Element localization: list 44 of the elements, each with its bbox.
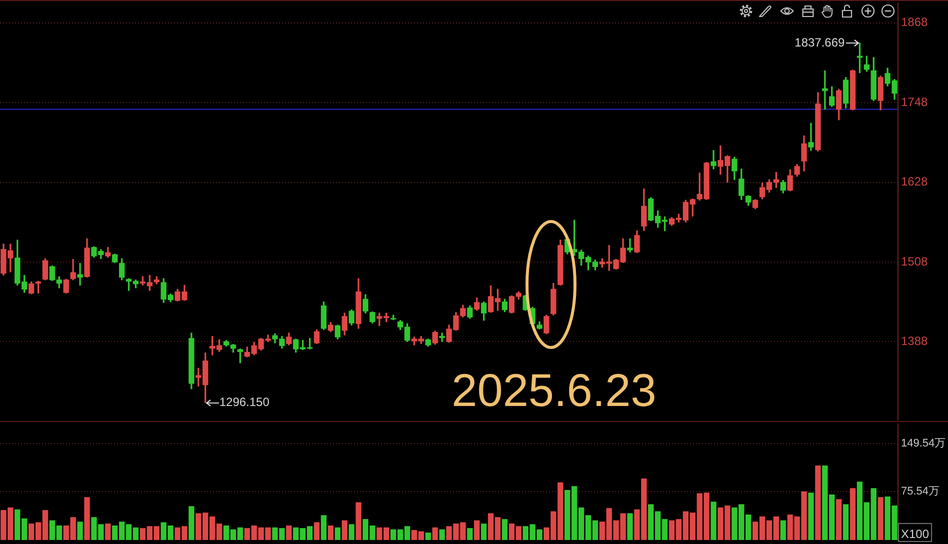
bar [502, 519, 508, 540]
annotation: 2025.6.23 [452, 364, 656, 416]
bar [348, 524, 354, 540]
y-tick-label: 1628 [901, 174, 928, 189]
bar [850, 488, 856, 540]
candlestick [808, 122, 814, 151]
bar [425, 532, 431, 540]
bar [105, 524, 111, 540]
bar [710, 502, 716, 540]
y-tick-label: 149.54万 [901, 438, 946, 450]
y-tick-label: 1388 [901, 334, 928, 348]
y-tick-label: 75.54万 [901, 485, 940, 498]
bar [77, 522, 83, 540]
bar [808, 492, 814, 540]
bar [432, 527, 438, 540]
bar [480, 524, 487, 540]
candlestick [439, 332, 445, 342]
bar [328, 525, 334, 540]
annotation: 1837.669 [794, 35, 846, 50]
bar [627, 513, 633, 540]
bar [780, 520, 786, 540]
bar [286, 525, 292, 540]
y-tick-label: 1748 [901, 94, 928, 109]
annotation: 1296.150 [219, 394, 270, 409]
bar [356, 502, 362, 540]
y-tick-label: 1868 [901, 15, 928, 30]
y-tick-label: 1508 [901, 254, 928, 268]
bar [188, 506, 194, 540]
bar [878, 497, 884, 540]
candlestick [627, 238, 633, 252]
text: X100 [901, 527, 930, 541]
bar [836, 499, 842, 540]
bar [842, 504, 849, 540]
bar [815, 466, 821, 540]
bar [320, 515, 327, 540]
candlestick [710, 150, 716, 170]
bar [467, 528, 473, 540]
candlestick [77, 262, 83, 286]
bar [314, 522, 320, 540]
bar [474, 520, 480, 540]
bar [84, 497, 90, 540]
bar [439, 529, 445, 540]
bar [342, 520, 348, 540]
bar [334, 527, 340, 540]
